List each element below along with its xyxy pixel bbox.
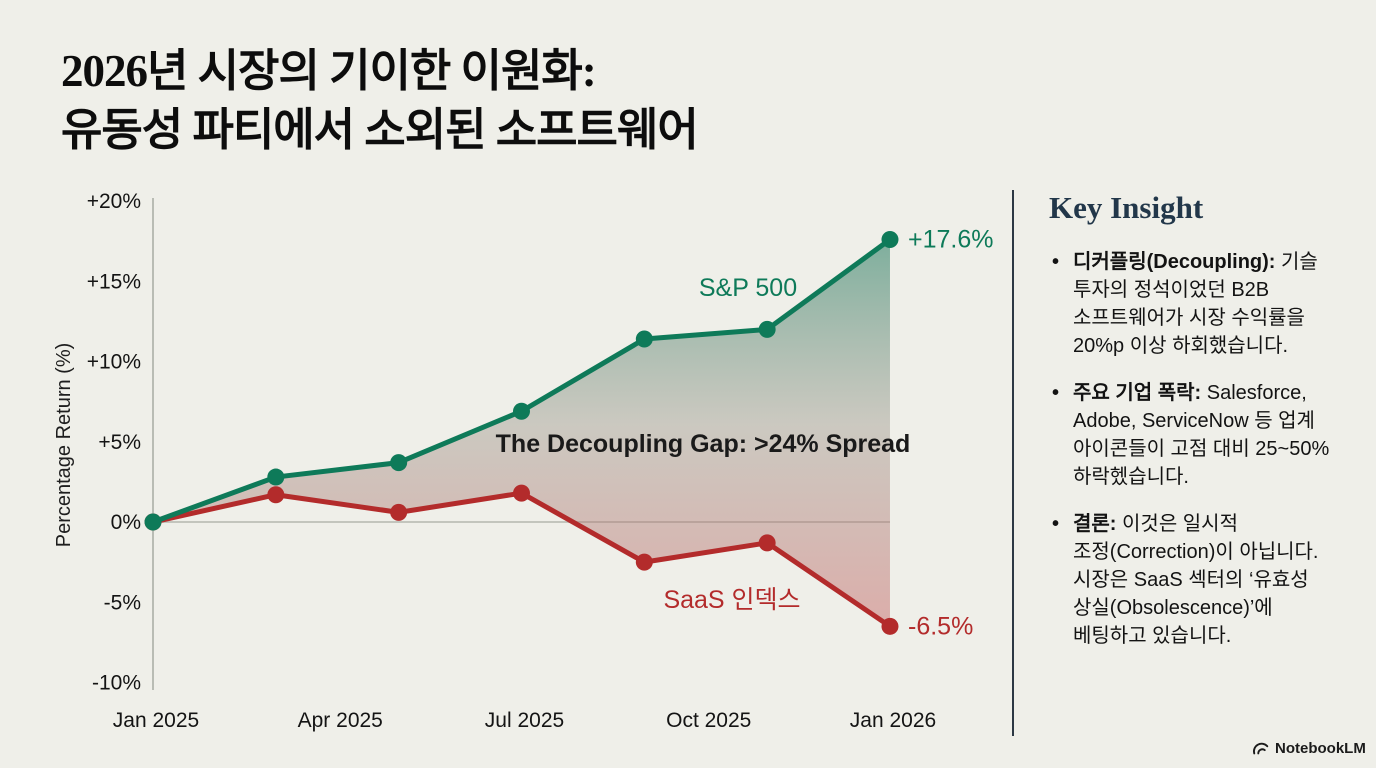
bullet-text: 조정(Correction)이 아닙니다.	[1073, 541, 1319, 563]
list-item: 주요 기업 폭락: Salesforce, Adobe, ServiceNow …	[1049, 379, 1351, 491]
notebooklm-branding: NotebookLM	[1252, 740, 1366, 757]
y-tick-label: +10%	[87, 351, 141, 374]
sp500-data-point	[144, 513, 162, 531]
notebooklm-logo-icon	[1253, 742, 1269, 755]
y-tick-label: -5%	[104, 591, 141, 614]
bullet-text: 아이콘들이 고점 대비 25~50%	[1073, 438, 1330, 460]
sp500-data-point	[635, 330, 653, 348]
saas-end-value-label: -6.5%	[908, 612, 973, 640]
key-insight-title: Key Insight	[1049, 190, 1204, 225]
x-tick-label: Apr 2025	[298, 709, 383, 732]
sp500-end-value-label: +17.6%	[908, 226, 994, 254]
y-tick-label: -10%	[92, 672, 141, 695]
y-axis-title: Percentage Return (%)	[53, 343, 75, 548]
saas-data-point	[512, 484, 530, 502]
x-tick-label: Jan 2026	[850, 709, 936, 732]
bullet-text: Salesforce,	[1201, 382, 1307, 404]
bullet-text: 시장은 SaaS 섹터의 ‘유효성	[1073, 569, 1309, 591]
bullet-text: 상실(Obsolescence)’에	[1073, 597, 1273, 619]
saas-data-point	[267, 486, 285, 504]
page-title-line-2: 유동성 파티에서 소외된 소프트웨어	[61, 105, 699, 155]
bullet-lead: 결론:	[1073, 513, 1117, 535]
sp500-data-point	[881, 231, 899, 249]
notebooklm-label: NotebookLM	[1275, 740, 1366, 757]
bullet-text: Adobe, ServiceNow 등 업계	[1073, 410, 1315, 432]
y-tick-label: +20%	[87, 190, 141, 213]
list-item: 결론: 이것은 일시적 조정(Correction)이 아닙니다. 시장은 Sa…	[1049, 510, 1351, 650]
bullet-text: 20%p 이상 하회했습니다.	[1073, 335, 1289, 357]
bullet-text: 이것은 일시적	[1116, 513, 1238, 535]
sp500-data-point	[758, 320, 776, 338]
saas-data-point	[758, 534, 776, 552]
decoupling-gap-annotation: The Decoupling Gap: >24% Spread	[496, 430, 911, 458]
bullet-text: 기슬	[1275, 251, 1318, 273]
x-tick-label: Oct 2025	[666, 709, 751, 732]
bullet-text: 투자의 정석이었던 B2B	[1073, 279, 1270, 301]
list-item: 디커플링(Decoupling): 기슬 투자의 정석이었던 B2B 소프트웨어…	[1049, 248, 1351, 360]
bullet-text: 소프트웨어가 시장 수익률을	[1073, 307, 1305, 329]
saas-data-point	[635, 553, 653, 571]
sp500-series-label: S&P 500	[699, 274, 797, 302]
x-tick-label: Jan 2025	[113, 709, 199, 732]
page-title-line-1: 2026년 시장의 기이한 이원화:	[61, 46, 597, 96]
key-insight-panel: Key Insight 디커플링(Decoupling): 기슬 투자의 정석이…	[1049, 190, 1351, 669]
saas-data-point	[881, 617, 899, 635]
bullet-text: 베팅하고 있습니다.	[1073, 625, 1232, 647]
bullet-lead: 주요 기업 폭락:	[1073, 382, 1202, 404]
bullet-text: 하락헸습니다.	[1073, 466, 1189, 488]
page-title: 2026년 시장의 기이한 이원화: 유동성 파티에서 소외된 소프트웨어	[61, 42, 699, 160]
bullet-lead: 디커플링(Decoupling):	[1073, 251, 1276, 273]
sp500-data-point	[512, 402, 530, 420]
saas-data-point	[390, 503, 408, 521]
vertical-divider	[1012, 190, 1014, 736]
sp500-data-point	[267, 468, 285, 486]
y-tick-label: +15%	[87, 270, 141, 293]
y-tick-label: +5%	[98, 431, 141, 454]
y-tick-label: 0%	[111, 511, 141, 534]
x-tick-label: Jul 2025	[485, 709, 564, 732]
sp500-data-point	[390, 454, 408, 472]
key-insight-list: 디커플링(Decoupling): 기슬 투자의 정석이었던 B2B 소프트웨어…	[1049, 248, 1351, 650]
saas-series-label: SaaS 인덱스	[663, 586, 800, 614]
